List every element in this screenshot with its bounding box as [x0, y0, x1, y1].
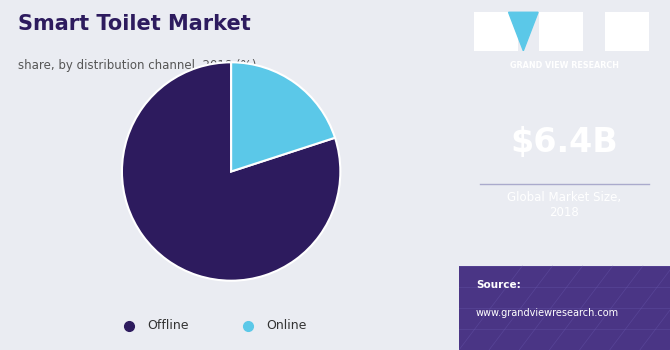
Wedge shape [231, 62, 335, 172]
Text: share, by distribution channel, 2018 (%): share, by distribution channel, 2018 (%) [18, 60, 257, 72]
Polygon shape [509, 12, 538, 51]
FancyBboxPatch shape [459, 266, 670, 350]
Text: Online: Online [266, 319, 307, 332]
FancyBboxPatch shape [474, 12, 518, 51]
FancyBboxPatch shape [604, 12, 649, 51]
Text: $6.4B: $6.4B [511, 126, 618, 159]
Text: Global Market Size,
2018: Global Market Size, 2018 [507, 191, 622, 219]
Text: www.grandviewresearch.com: www.grandviewresearch.com [476, 308, 619, 318]
Wedge shape [122, 62, 340, 281]
Text: Source:: Source: [476, 280, 521, 290]
Text: Smart Toilet Market: Smart Toilet Market [18, 14, 251, 34]
Text: GRAND VIEW RESEARCH: GRAND VIEW RESEARCH [510, 61, 619, 70]
Text: Offline: Offline [147, 319, 188, 332]
FancyBboxPatch shape [539, 12, 584, 51]
